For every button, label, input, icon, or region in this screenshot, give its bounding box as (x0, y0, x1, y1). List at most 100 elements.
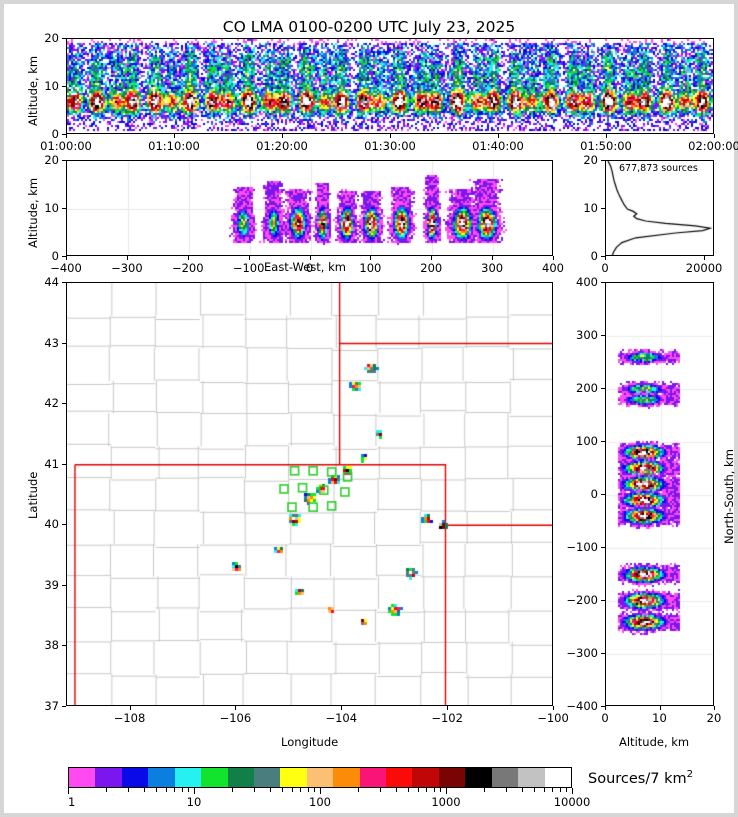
colorbar-minor-tick (395, 788, 397, 792)
ew-ytick-0 (62, 256, 66, 257)
map-yticklabel-2: 39 (44, 577, 59, 592)
colorbar-minor-tick (292, 788, 294, 792)
colorbar-minor-tick (181, 788, 183, 792)
ew-xtick-8 (553, 256, 554, 260)
map-xticklabel-3: −102 (431, 711, 463, 725)
map-xlabel: Longitude (281, 735, 339, 749)
hist-xticklabel-0: 0 (601, 261, 609, 275)
colorbar-ticklabel-4: 10000 (553, 795, 591, 809)
ns-ytick-2 (601, 600, 605, 601)
ew-xtick-2 (187, 256, 189, 260)
map-xtick-2 (341, 706, 343, 710)
ns-ytick-0 (601, 706, 605, 707)
map-xtick-4 (553, 706, 554, 710)
map-ytick-0 (62, 706, 66, 707)
map-yticklabel-7: 44 (44, 275, 59, 289)
colorbar-tick-1 (194, 788, 195, 794)
hist-yticklabel-0: 0 (590, 249, 598, 263)
ns-ytick-4 (601, 494, 605, 495)
time-xticklabel-1: 01:10:00 (148, 139, 200, 153)
colorbar-swatch-8 (280, 768, 307, 787)
ns-xticklabel-0: 0 (601, 711, 609, 725)
source-count-label: 677,873 sources (619, 163, 698, 174)
map-ylabel: Latitude (26, 471, 40, 519)
north-south-panel (605, 282, 714, 706)
hist-yticklabel-1: 10 (583, 201, 598, 215)
ew-ytick-2 (62, 160, 66, 161)
map-xtick-1 (235, 706, 237, 710)
colorbar-ticklabel-0: 1 (68, 795, 76, 809)
map-ytick-3 (62, 524, 66, 526)
ns-yticklabel-2: −200 (566, 593, 598, 607)
hist-yticklabel-2: 20 (583, 153, 598, 167)
time-xtick-1 (174, 134, 175, 138)
ew-xticklabel-5: 100 (359, 261, 382, 275)
map-yticklabel-3: 40 (44, 517, 59, 532)
map-yticklabel-4: 41 (44, 456, 59, 471)
ns-xticklabel-1: 10 (652, 711, 667, 725)
ew-xticklabel-1: −300 (111, 261, 143, 275)
ns-ytick-1 (601, 653, 605, 654)
map-ytick-6 (62, 342, 66, 344)
colorbar-minor-tick (307, 788, 309, 792)
time-xticklabel-5: 01:50:00 (580, 139, 632, 153)
colorbar-tick-4 (572, 788, 573, 794)
ew-xticklabel-3: −100 (232, 261, 265, 275)
time-xticklabel-6: 02:00:00 (688, 139, 738, 153)
colorbar-swatch-15 (465, 768, 492, 787)
time-ytick-0 (62, 134, 66, 135)
time-xticklabel-3: 01:30:00 (364, 139, 416, 153)
colorbar (68, 767, 572, 788)
colorbar-minor-tick (408, 788, 410, 792)
colorbar-tick-0 (68, 788, 69, 794)
ew-xtick-3 (248, 256, 250, 260)
time-xtick-5 (606, 134, 607, 138)
colorbar-minor-tick (166, 788, 168, 792)
colorbar-minor-tick (426, 788, 428, 792)
ew-xticklabel-2: −200 (171, 261, 204, 275)
ns-yticklabel-1: −300 (566, 646, 598, 660)
time-xticklabel-0: 01:00:00 (40, 139, 92, 153)
time-height-ylabel: Altitude, km (26, 55, 40, 126)
time-xtick-0 (66, 134, 67, 138)
hist-xtick-0 (605, 256, 606, 260)
map-ytick-5 (62, 403, 66, 405)
colorbar-ticklabel-2: 100 (309, 795, 331, 809)
ew-xtick-5 (370, 256, 372, 260)
north-south-ylabel: North-South, km (722, 449, 736, 544)
colorbar-title-text: Sources/7 km (588, 770, 687, 787)
ns-yticklabel-3: −100 (566, 540, 598, 554)
ew-xticklabel-0: −400 (50, 261, 82, 275)
east-west-ylabel: Altitude, km (26, 177, 40, 248)
ew-xticklabel-7: 300 (481, 261, 504, 275)
ns-yticklabel-8: 400 (576, 275, 598, 289)
colorbar-swatch-13 (412, 768, 439, 787)
ew-xticklabel-6: 200 (420, 261, 443, 275)
ew-xtick-7 (492, 256, 494, 260)
colorbar-minor-tick (300, 788, 302, 792)
ns-xtick-2 (714, 706, 715, 710)
colorbar-swatch-6 (227, 768, 254, 787)
colorbar-swatch-9 (306, 768, 334, 787)
map-ytick-2 (62, 584, 66, 586)
time-xticklabel-2: 01:20:00 (256, 139, 308, 153)
altitude-histogram-panel (605, 160, 714, 256)
ew-xtick-6 (431, 256, 433, 260)
ew-xtick-1 (126, 256, 128, 260)
colorbar-swatch-1 (95, 768, 122, 787)
colorbar-swatch-7 (253, 768, 281, 787)
colorbar-tick-3 (446, 788, 447, 794)
colorbar-swatch-12 (386, 768, 413, 787)
map-yticklabel-5: 42 (44, 396, 59, 411)
colorbar-ticklabel-1: 10 (186, 795, 202, 809)
colorbar-minor-tick (143, 788, 145, 792)
ns-ytick-8 (601, 282, 605, 283)
map-xticklabel-1: −106 (219, 711, 252, 725)
colorbar-minor-tick (282, 788, 284, 792)
colorbar-swatch-5 (201, 768, 228, 787)
map-ytick-4 (62, 463, 66, 465)
colorbar-minor-tick (314, 788, 316, 792)
map-ytick-1 (62, 645, 66, 647)
time-ytick-2 (62, 38, 66, 39)
colorbar-title: Sources/7 km2 (588, 769, 693, 787)
